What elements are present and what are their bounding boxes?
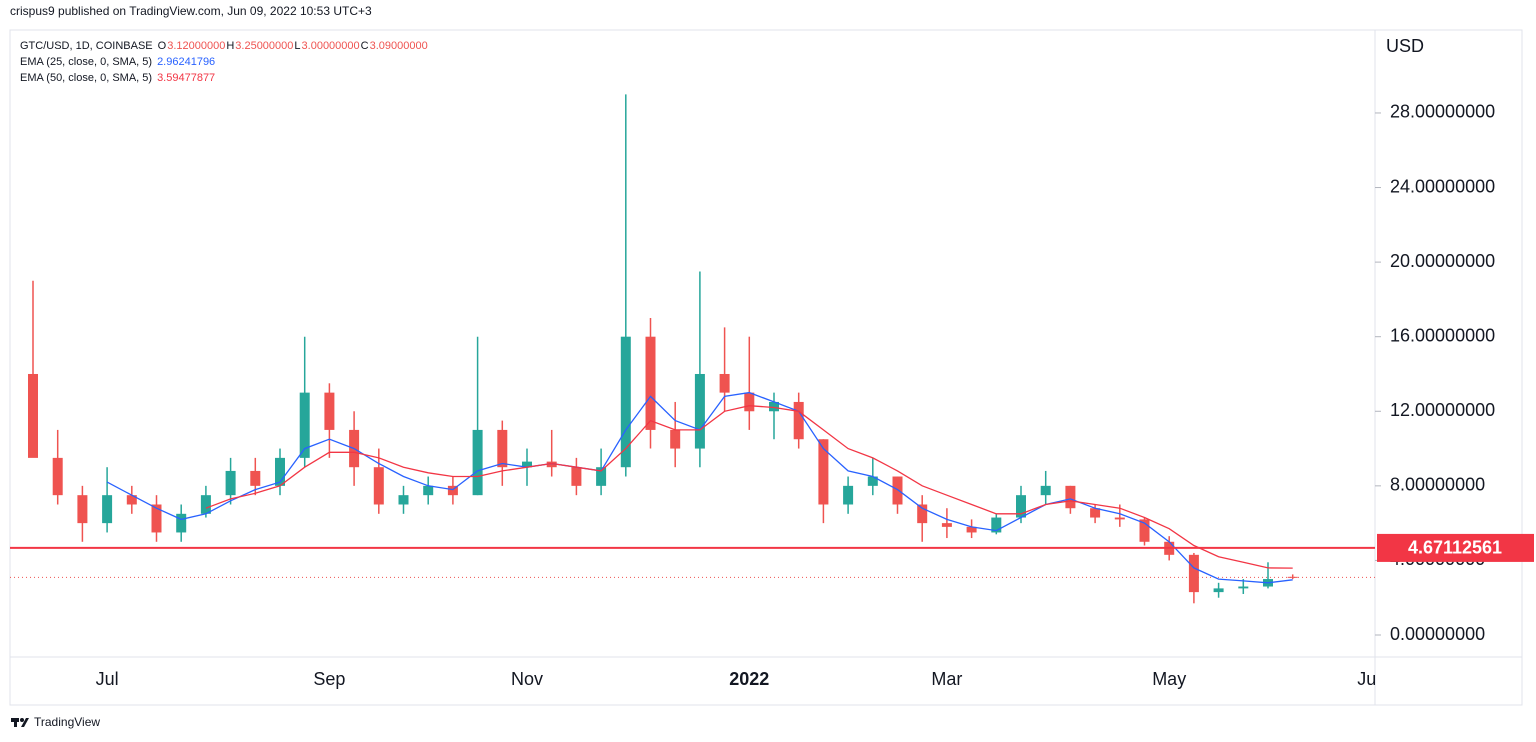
legend-ohlc-value: 3.09000000 (370, 40, 428, 52)
footer: TradingView (34, 715, 100, 729)
candle-body (719, 373, 730, 393)
legend-ohlc-key: O (158, 40, 167, 52)
y-tick-label: 12.00000000 (1390, 400, 1495, 420)
candle-body (596, 467, 607, 486)
candle-body (497, 429, 508, 468)
candle-body (1238, 586, 1249, 589)
candle-body (126, 495, 137, 505)
candle-body (991, 517, 1002, 533)
legend-ohlc-value: 3.00000000 (302, 40, 360, 52)
legend-label: EMA (25, close, 0, SMA, 5) (20, 56, 152, 68)
candle-body (1213, 588, 1224, 593)
candle-body (694, 373, 705, 449)
candle-body (447, 485, 458, 496)
candle-body (52, 457, 63, 496)
candle-body (1090, 508, 1101, 518)
candle-body (571, 467, 582, 486)
candle-body (151, 504, 162, 533)
legend-value: 3.59477877 (157, 72, 215, 84)
legend-ohlc-key: L (294, 40, 300, 52)
candle-body (373, 467, 384, 505)
x-tick-label: Sep (313, 669, 345, 689)
candle-body (670, 429, 681, 449)
candle-body (1016, 495, 1026, 518)
y-tick-label: 16.00000000 (1390, 325, 1495, 345)
ema-line (205, 405, 1293, 569)
footer-logo (11, 718, 29, 727)
candle-body (250, 470, 261, 486)
candle-body (176, 513, 187, 533)
x-tick-label: May (1152, 669, 1186, 689)
candle-body (1040, 485, 1051, 496)
y-tick-label: 20.00000000 (1390, 251, 1495, 271)
x-tick-label: Ju (1357, 669, 1376, 689)
candle-body (1139, 519, 1150, 542)
candle-body (917, 504, 928, 524)
legend-value: 2.96241796 (157, 56, 215, 68)
legend-ohlc-key: C (361, 40, 369, 52)
candle-body (645, 336, 656, 430)
candle-body (423, 485, 434, 496)
candle-body (818, 439, 829, 505)
candle-body (225, 470, 236, 496)
candle-body (102, 495, 113, 524)
candle-body (28, 373, 38, 458)
candle-body (793, 401, 804, 440)
candle-body (867, 476, 878, 486)
candle-body (398, 495, 409, 505)
candle-body (620, 336, 631, 468)
candle-body (892, 476, 903, 505)
candle-body (522, 461, 532, 468)
candle-body (1114, 517, 1125, 520)
candle-body (472, 429, 483, 496)
x-tick-label: Jul (96, 669, 119, 689)
candle-body (275, 457, 285, 486)
candle-body (1065, 485, 1076, 509)
y-axis-label: USD (1386, 36, 1424, 56)
x-tick-label: Mar (931, 669, 962, 689)
legend-label: EMA (50, close, 0, SMA, 5) (20, 72, 152, 84)
candle-body (546, 461, 557, 468)
x-tick-label: Nov (511, 669, 543, 689)
legend-ohlc-value: 3.12000000 (167, 40, 225, 52)
x-tick-label: 2022 (729, 669, 769, 689)
candle-body (966, 526, 977, 533)
candle-body (843, 485, 854, 505)
y-tick-label: 28.00000000 (1390, 102, 1495, 122)
candle-body (77, 495, 88, 524)
legend-label: GTC/USD, 1D, COINBASE (20, 40, 153, 52)
candle-body (744, 392, 755, 412)
price-label-box (1377, 533, 1534, 562)
header: crispus9 published on TradingView.com, J… (10, 4, 372, 18)
y-tick-label: 8.00000000 (1390, 475, 1485, 495)
legend-ohlc-value: 3.25000000 (235, 40, 293, 52)
candle-body (769, 401, 779, 412)
y-tick-label: 0.00000000 (1390, 624, 1485, 644)
y-tick-label: 24.00000000 (1390, 176, 1495, 196)
candle-body (324, 392, 335, 430)
chart-frame (9, 29, 1523, 706)
candle-body (299, 392, 310, 458)
price-label: 4.67112561 (1408, 538, 1502, 558)
candle-body (1188, 554, 1199, 593)
legend-ohlc-key: H (226, 40, 234, 52)
candle-body (200, 495, 211, 514)
candle-body (941, 523, 952, 527)
candle-body (1287, 576, 1298, 578)
